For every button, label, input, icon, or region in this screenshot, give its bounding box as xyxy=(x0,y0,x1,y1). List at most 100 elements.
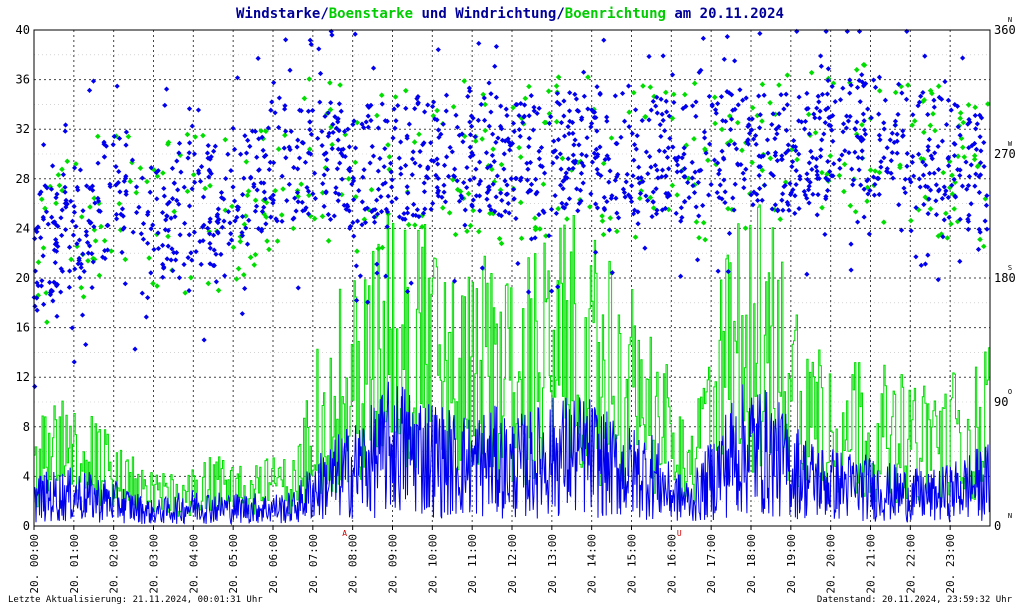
winddir-point xyxy=(305,108,312,114)
winddir-point xyxy=(666,113,672,119)
winddir-point xyxy=(488,207,494,213)
winddir-point xyxy=(797,176,803,182)
winddir-point xyxy=(120,226,126,232)
winddir-point xyxy=(889,130,895,136)
winddir-point xyxy=(34,295,40,301)
winddir-point xyxy=(786,207,792,213)
winddir-point xyxy=(243,150,250,156)
gustdir-point xyxy=(777,216,784,223)
winddir-point xyxy=(77,167,84,173)
winddir-point xyxy=(465,93,471,100)
winddir-point xyxy=(843,125,850,131)
winddir-point xyxy=(872,181,878,188)
winddir-point xyxy=(604,198,610,205)
winddir-point xyxy=(319,128,325,135)
gustdir-point xyxy=(691,80,698,87)
winddir-point xyxy=(823,196,829,202)
winddir-point xyxy=(548,206,555,212)
winddir-point xyxy=(706,192,712,198)
winddir-point xyxy=(935,166,942,173)
winddir-point xyxy=(978,160,984,166)
winddir-point xyxy=(212,143,218,149)
winddir-point xyxy=(689,175,695,181)
winddir-point xyxy=(759,197,765,203)
winddir-point xyxy=(256,136,262,142)
gustdir-point xyxy=(251,262,258,268)
footer-right: Datenstand: 20.11.2024, 23:59:32 Uhr xyxy=(817,595,1013,605)
gustdir-point xyxy=(944,235,951,241)
winddir-point xyxy=(76,255,82,261)
gustdir-point xyxy=(222,136,229,143)
winddir-point xyxy=(679,155,685,161)
gustdir-point xyxy=(948,221,954,227)
winddir-point xyxy=(940,234,946,240)
winddir-point xyxy=(370,153,377,159)
winddir-point xyxy=(425,166,431,172)
winddir-point xyxy=(173,250,180,256)
winddir-point xyxy=(41,142,47,148)
winddir-point xyxy=(589,120,595,127)
winddir-point xyxy=(972,183,978,189)
winddir-point xyxy=(796,94,802,100)
winddir-point xyxy=(201,222,207,228)
series-gustdir-points xyxy=(35,61,991,325)
winddir-point xyxy=(566,130,572,137)
gustdir-point xyxy=(92,238,99,244)
gustdir-point xyxy=(252,251,259,258)
winddir-point xyxy=(504,112,510,119)
winddir-point xyxy=(62,128,68,134)
winddir-point xyxy=(936,94,942,100)
winddir-point xyxy=(228,237,235,243)
winddir-point xyxy=(606,156,612,162)
gustdir-point xyxy=(847,202,854,209)
winddir-point xyxy=(966,173,972,180)
winddir-point xyxy=(107,181,113,187)
winddir-point xyxy=(927,187,934,193)
winddir-point xyxy=(154,196,160,202)
winddir-point xyxy=(918,93,924,99)
winddir-point xyxy=(801,188,807,195)
gustdir-point xyxy=(386,166,393,173)
winddir-point xyxy=(162,102,168,108)
x-tick-label: 20. 08:00 xyxy=(347,534,360,594)
winddir-point xyxy=(563,170,569,176)
winddir-point xyxy=(403,162,409,169)
winddir-point xyxy=(595,170,601,177)
winddir-point xyxy=(584,135,590,141)
winddir-point xyxy=(823,175,829,181)
winddir-point xyxy=(957,132,963,138)
winddir-point xyxy=(144,212,151,218)
winddir-point xyxy=(567,90,573,96)
winddir-point xyxy=(959,183,966,189)
winddir-point xyxy=(696,213,702,219)
series-gust-line xyxy=(34,204,991,517)
winddir-point xyxy=(412,160,418,166)
series-winddir-points xyxy=(31,28,990,390)
winddir-point xyxy=(338,147,344,153)
winddir-point xyxy=(576,142,582,148)
winddir-point xyxy=(371,219,378,225)
gustdir-point xyxy=(73,161,79,167)
winddir-point xyxy=(47,279,53,286)
winddir-point xyxy=(633,146,639,152)
winddir-point xyxy=(579,115,585,121)
winddir-point xyxy=(827,168,833,175)
winddir-point xyxy=(516,126,522,133)
winddir-point xyxy=(854,133,860,140)
winddir-point xyxy=(213,279,220,285)
gustdir-point xyxy=(788,146,795,153)
winddir-point xyxy=(337,160,343,166)
winddir-point xyxy=(829,83,835,90)
winddir-point xyxy=(593,249,599,255)
winddir-point xyxy=(746,116,752,122)
gustdir-point xyxy=(338,191,345,198)
winddir-point xyxy=(428,140,434,146)
winddir-point xyxy=(662,148,668,155)
gustdir-point xyxy=(876,88,883,94)
winddir-point xyxy=(307,37,313,43)
winddir-point xyxy=(842,148,848,154)
winddir-point xyxy=(745,141,751,147)
winddir-point xyxy=(861,186,867,192)
winddir-point xyxy=(814,212,820,218)
winddir-point xyxy=(271,160,277,166)
